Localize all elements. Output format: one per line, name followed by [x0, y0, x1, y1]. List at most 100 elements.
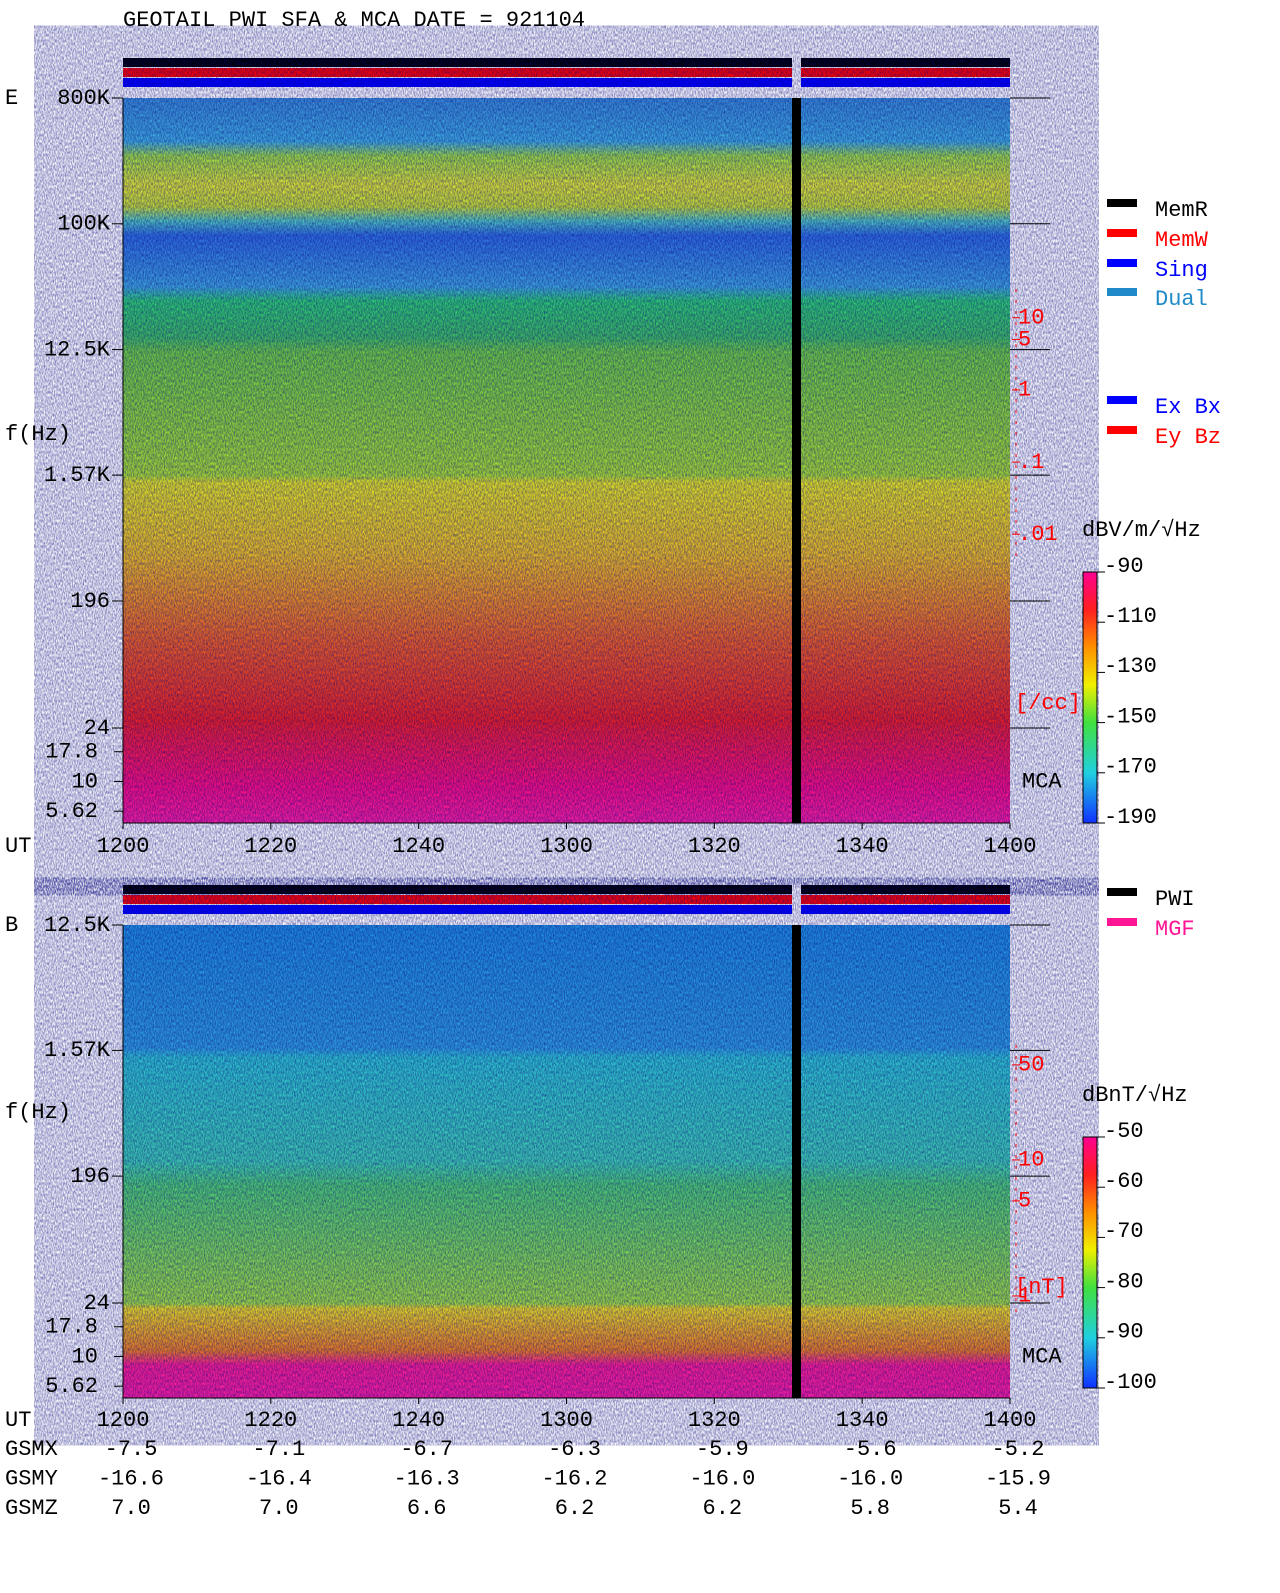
legend-swatch — [1107, 288, 1137, 296]
x-tick-label: 1340 — [836, 1408, 889, 1433]
position-value: -5.9 — [696, 1437, 749, 1462]
position-value: -6.3 — [548, 1437, 601, 1462]
x-tick-label: 1320 — [688, 1408, 741, 1433]
legend-label: MGF — [1155, 917, 1195, 942]
figure-title: GEOTAIL PWI SFA & MCA DATE = 921104 — [123, 8, 585, 33]
status-bar — [123, 895, 1010, 904]
colorbar-tick-label: -100 — [1104, 1370, 1157, 1395]
colorbar-tick-label: -60 — [1104, 1169, 1144, 1194]
right-tick-label: 1 — [1018, 1284, 1031, 1309]
x-tick-label: 1200 — [97, 1408, 150, 1433]
legend-label: MemW — [1155, 228, 1209, 253]
mca-tick-label: 17.8 — [45, 740, 98, 765]
legend-swatch — [1107, 199, 1137, 207]
x-tick-label: 1220 — [244, 1408, 297, 1433]
legend-label: Dual — [1155, 287, 1208, 312]
colorbar-tick-label: -50 — [1104, 1119, 1144, 1144]
right-tick-label: 5 — [1018, 327, 1031, 352]
x-tick-label: 1240 — [392, 834, 445, 859]
status-bar — [123, 58, 1010, 67]
right-axis-unit: [nT] — [1015, 1275, 1068, 1300]
position-value: -16.0 — [689, 1466, 755, 1491]
colorbar — [1082, 1136, 1098, 1389]
right-tick-label: .01 — [1018, 522, 1058, 547]
position-value: 6.6 — [407, 1496, 447, 1521]
x-axis-label: UT — [5, 1408, 31, 1433]
right-tick-label: 50 — [1018, 1053, 1044, 1078]
mca-tick-label: 5.62 — [45, 1374, 98, 1399]
position-value: -7.1 — [252, 1437, 305, 1462]
mca-label: MCA — [1022, 769, 1062, 794]
legend-label: PWI — [1155, 887, 1195, 912]
position-value: 5.4 — [998, 1496, 1038, 1521]
y-tick-label: 12.5K — [44, 913, 111, 938]
panel-label: B — [5, 913, 18, 938]
x-axis-label: UT — [5, 834, 31, 859]
y-tick-label: 196 — [70, 589, 110, 614]
colorbar-tick-label: -80 — [1104, 1269, 1144, 1294]
position-value: -16.6 — [98, 1466, 164, 1491]
position-value: -16.3 — [394, 1466, 460, 1491]
position-value: -16.0 — [837, 1466, 903, 1491]
panel-label: E — [5, 86, 18, 111]
spectrogram-texture — [123, 98, 1010, 823]
legend-swatch — [1107, 918, 1137, 926]
colorbar-tick-label: -110 — [1104, 604, 1157, 629]
y-tick-label: 1.57K — [44, 1038, 111, 1063]
y-tick-label: 12.5K — [44, 337, 111, 362]
legend-label: Sing — [1155, 258, 1208, 283]
x-tick-label: 1220 — [244, 834, 297, 859]
colorbar-tick-label: -70 — [1104, 1219, 1144, 1244]
position-value: 6.2 — [703, 1496, 743, 1521]
colorbar-tick-label: -130 — [1104, 654, 1157, 679]
position-value: -15.9 — [985, 1466, 1051, 1491]
status-bar — [123, 78, 1010, 87]
legend-swatch — [1107, 396, 1137, 404]
colorbar — [1082, 571, 1098, 824]
position-value: 6.2 — [555, 1496, 595, 1521]
legend-swatch — [1107, 426, 1137, 434]
right-tick-label: 1 — [1018, 378, 1031, 403]
colorbar-label: dBnT/√Hz — [1082, 1083, 1188, 1108]
legend-swatch — [1107, 229, 1137, 237]
y-tick-label: 1.57K — [44, 463, 111, 488]
mca-tick-label: 5.62 — [45, 799, 98, 824]
y-tick-label: 24 — [84, 1291, 110, 1316]
legend-swatch — [1107, 259, 1137, 267]
position-value: -6.7 — [400, 1437, 453, 1462]
right-axis-unit: [/cc] — [1015, 691, 1081, 716]
mca-tick-label: 17.8 — [45, 1315, 98, 1340]
spectrogram-texture — [123, 925, 1010, 1398]
status-bar — [123, 68, 1010, 77]
legend-label: Ex Bx — [1155, 395, 1221, 420]
colorbar-label: dBV/m/√Hz — [1082, 518, 1201, 543]
right-tick-label: .1 — [1018, 450, 1044, 475]
x-tick-label: 1300 — [540, 834, 593, 859]
x-tick-label: 1400 — [984, 834, 1037, 859]
right-tick-label: 5 — [1018, 1189, 1031, 1214]
y-tick-label: 24 — [84, 716, 110, 741]
colorbar-tick-label: -190 — [1104, 805, 1157, 830]
right-tick-label: 10 — [1018, 1148, 1044, 1173]
position-value: 7.0 — [111, 1496, 151, 1521]
data-gap — [792, 98, 801, 823]
x-tick-label: 1300 — [540, 1408, 593, 1433]
status-bar — [123, 905, 1010, 914]
y-tick-label: 196 — [70, 1164, 110, 1189]
position-value: -5.2 — [992, 1437, 1045, 1462]
colorbar-tick-label: -90 — [1104, 554, 1144, 579]
x-tick-label: 1400 — [984, 1408, 1037, 1433]
position-label: GSMX — [5, 1437, 58, 1462]
colorbar-tick-label: -150 — [1104, 704, 1157, 729]
position-value: -16.2 — [541, 1466, 607, 1491]
x-tick-label: 1320 — [688, 834, 741, 859]
position-value: 7.0 — [259, 1496, 299, 1521]
y-tick-label: 800K — [57, 86, 111, 111]
position-value: -5.6 — [844, 1437, 897, 1462]
data-gap — [792, 925, 801, 1398]
status-gap — [792, 58, 801, 87]
right-tick-label: 10 — [1018, 306, 1044, 331]
x-tick-label: 1340 — [836, 834, 889, 859]
mca-tick-label: 10 — [72, 769, 98, 794]
legend-label: Ey Bz — [1155, 425, 1221, 450]
